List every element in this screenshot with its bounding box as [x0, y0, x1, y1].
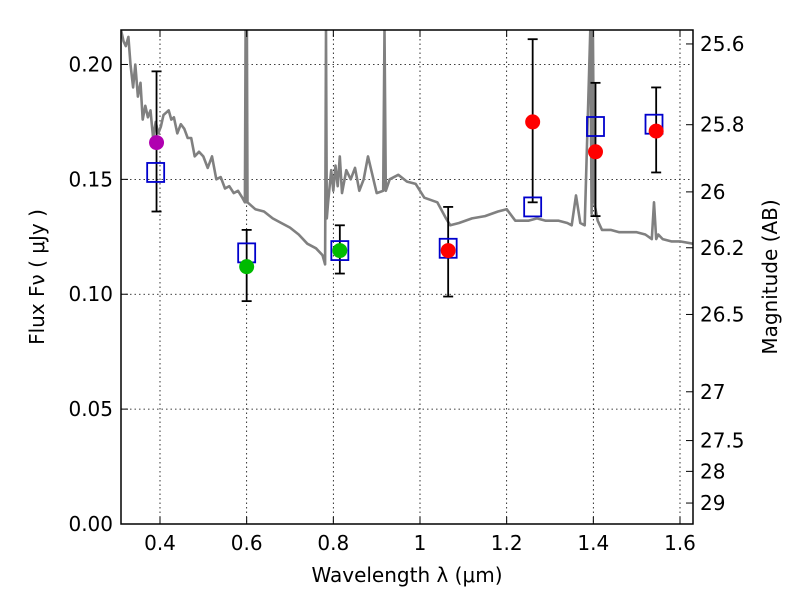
model-flux-square	[523, 196, 543, 218]
x-tick-label: 0.8	[317, 531, 349, 555]
model-sed-line	[121, 30, 693, 266]
y-axis-ticks: 0.00 0.05 0.10 0.15 0.20	[68, 52, 128, 536]
x-tick-label: 1.6	[664, 531, 696, 555]
y-tick-label: 0.05	[68, 397, 113, 421]
observed-flux-point	[332, 243, 348, 259]
y-axis-title: Flux Fν ( μJy )	[25, 209, 49, 345]
observed-flux-point	[525, 114, 541, 130]
model-flux-square	[330, 240, 350, 261]
right-tick-label: 26.2	[700, 236, 745, 260]
observed-flux-point	[239, 259, 255, 275]
right-tick-label: 27	[700, 380, 725, 404]
grid-lines	[121, 30, 693, 525]
right-axis-ticks: 25.6 25.8 26 26.2 26.5 27 27.5 28 29	[686, 32, 745, 515]
plot-frame	[120, 29, 694, 525]
right-tick-label: 27.5	[700, 429, 745, 453]
right-tick-label: 26	[700, 180, 725, 204]
y-tick-label: 0.10	[68, 282, 113, 306]
right-tick-label: 29	[700, 491, 725, 515]
observed-flux-point	[588, 144, 603, 160]
y-tick-label: 0.00	[68, 512, 113, 536]
x-axis-title: Wavelength λ (μm)	[311, 563, 502, 587]
x-tick-label: 1.2	[491, 531, 523, 555]
model-flux-square	[586, 116, 605, 137]
observed-flux-point	[648, 123, 664, 139]
right-tick-label: 28	[700, 459, 725, 483]
error-bars	[151, 38, 662, 303]
right-axis-title: Magnitude (AB)	[758, 199, 782, 354]
y-tick-label: 0.20	[68, 52, 113, 76]
right-tick-label: 25.6	[700, 32, 745, 56]
y-tick-label: 0.15	[68, 167, 113, 191]
x-tick-label: 0.4	[144, 531, 176, 555]
observed-flux-point	[149, 135, 165, 151]
model-sed-series	[121, 30, 693, 266]
right-tick-label: 25.8	[700, 113, 745, 137]
x-tick-label: 0.6	[231, 531, 263, 555]
right-tick-label: 26.5	[700, 302, 745, 326]
model-flux-square	[146, 162, 166, 183]
observed-flux-points	[149, 114, 664, 275]
x-tick-label: 1.4	[577, 531, 609, 555]
x-tick-label: 1	[414, 531, 427, 555]
x-axis-ticks: 0.4 0.6 0.8 1 1.2 1.4 1.6	[144, 30, 696, 555]
observed-flux-point	[440, 243, 456, 259]
